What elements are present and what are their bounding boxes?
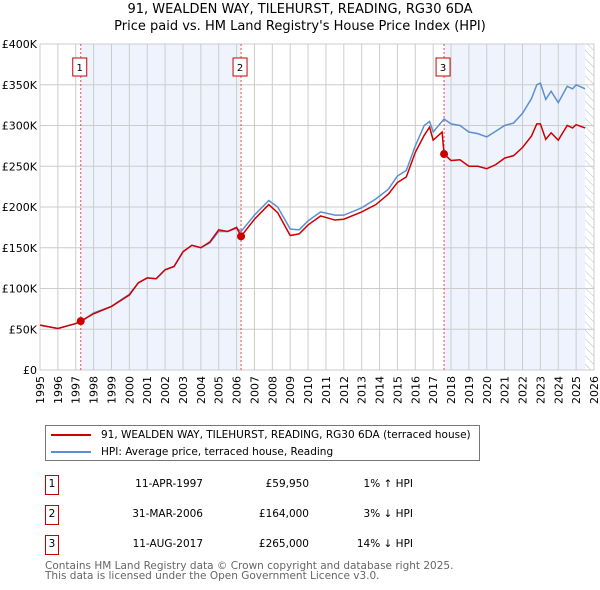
x-tick-label: 2018: [445, 376, 458, 404]
x-tick-label: 2005: [213, 376, 226, 404]
legend-item-property: 91, WEALDEN WAY, TILEHURST, READING, RG3…: [51, 429, 471, 441]
x-tick-label: 1998: [88, 376, 101, 404]
x-tick-label: 2003: [177, 376, 190, 404]
x-tick-label: 2019: [463, 376, 476, 404]
sale-price: £265,000: [258, 538, 309, 550]
plot-frame: [39, 43, 595, 371]
sale-point: [440, 150, 449, 159]
sale-point: [76, 317, 85, 326]
sale-marker-label: 1: [77, 63, 83, 74]
legend-item-hpi: HPI: Average price, terraced house, Read…: [51, 446, 333, 458]
x-tick-label: 1995: [34, 376, 47, 404]
sale-marker-box: [435, 57, 451, 77]
sale-date: 11-APR-1997: [135, 478, 203, 490]
chart-title: 91, WEALDEN WAY, TILEHURST, READING, RG3…: [127, 2, 473, 17]
sale-marker-box: [232, 57, 248, 77]
x-tick-label: 2006: [231, 376, 244, 404]
x-tick-label: 1997: [70, 376, 83, 404]
y-tick-label: £200K: [2, 201, 38, 214]
x-tick-label: 2010: [302, 376, 315, 404]
x-tick-label: 1996: [52, 376, 65, 404]
legend-label-property: 91, WEALDEN WAY, TILEHURST, READING, RG3…: [101, 429, 471, 441]
sale-marker-box: [72, 57, 88, 77]
x-tick-label: 2007: [248, 376, 261, 404]
sale-marker-label: 2: [237, 63, 243, 74]
legend: 91, WEALDEN WAY, TILEHURST, READING, RG3…: [45, 425, 480, 461]
x-tick-label: 2008: [266, 376, 279, 404]
x-tick-label: 2026: [588, 376, 600, 404]
x-tick-label: 2017: [427, 376, 440, 404]
footer: Contains HM Land Registry data © Crown c…: [45, 560, 454, 582]
sale-point: [237, 232, 246, 241]
x-tick-label: 2022: [517, 376, 530, 404]
x-tick-label: 2023: [534, 376, 547, 404]
x-tick-label: 2024: [552, 376, 565, 404]
sale-date: 11-AUG-2017: [132, 538, 203, 550]
footer-line-1: Contains HM Land Registry data © Crown c…: [45, 560, 454, 572]
chart-subtitle: Price paid vs. HM Land Registry's House …: [114, 19, 486, 34]
series-line-property: [39, 123, 586, 330]
x-tick-label: 2002: [159, 376, 172, 404]
y-tick-label: £250K: [2, 160, 38, 173]
footer-line-2: This data is licensed under the Open Gov…: [45, 570, 380, 582]
y-tick-label: £50K: [9, 323, 38, 336]
sale-hpi-diff: 1% ↑ HPI: [363, 478, 413, 490]
sale-date: 31-MAR-2006: [132, 508, 203, 520]
legend-swatch-hpi: [51, 451, 91, 453]
x-tick-label: 2004: [195, 376, 208, 404]
sale-row: 2 31-MAR-2006 £164,000 3% ↓ HPI: [45, 505, 445, 525]
y-tick-label: £0: [23, 364, 37, 377]
x-tick-label: 2025: [570, 376, 583, 404]
x-tick-label: 2011: [320, 376, 333, 404]
sale-price: £164,000: [258, 508, 309, 520]
sale-number: 3: [45, 535, 59, 555]
sale-row: 3 11-AUG-2017 £265,000 14% ↓ HPI: [45, 535, 445, 555]
sale-row: 1 11-APR-1997 £59,950 1% ↑ HPI: [45, 475, 445, 495]
legend-label-hpi: HPI: Average price, terraced house, Read…: [101, 446, 334, 458]
sale-price: £59,950: [265, 478, 309, 490]
y-tick-label: £150K: [2, 242, 38, 255]
x-tick-label: 1999: [105, 376, 118, 404]
x-tick-label: 2015: [391, 376, 404, 404]
x-tick-label: 2001: [141, 376, 154, 404]
sale-marker-label: 3: [440, 63, 446, 74]
sale-hpi-diff: 14% ↓ HPI: [356, 538, 413, 550]
x-tick-label: 2014: [374, 376, 387, 404]
sale-hpi-diff: 3% ↓ HPI: [363, 508, 413, 520]
y-tick-label: £300K: [2, 120, 38, 133]
sale-number: 2: [45, 505, 59, 525]
x-tick-label: 2021: [499, 376, 512, 404]
x-tick-label: 2016: [409, 376, 422, 404]
y-tick-label: £400K: [2, 38, 38, 51]
price-chart: 1995 1996 1997 1998 1999 2000 2001 2002 2003 2004…: [2, 38, 600, 404]
x-tick-label: 2013: [356, 376, 369, 404]
legend-swatch-property: [51, 434, 91, 436]
y-tick-label: £100K: [2, 283, 38, 296]
x-tick-label: 2012: [338, 376, 351, 404]
x-tick-label: 2020: [481, 376, 494, 404]
sale-number: 1: [45, 475, 59, 495]
x-tick-label: 2000: [123, 376, 136, 404]
y-tick-label: £350K: [2, 79, 38, 92]
x-tick-label: 2009: [284, 376, 297, 404]
